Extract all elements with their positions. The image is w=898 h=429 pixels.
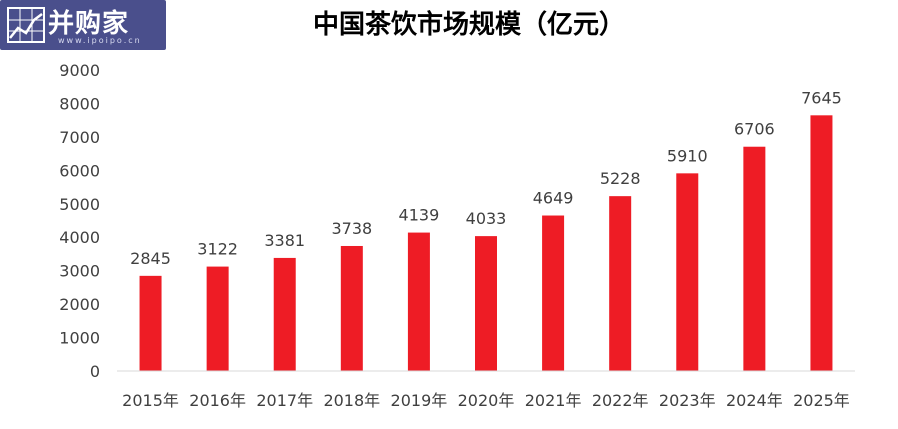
x-tick-label: 2017年 — [256, 391, 313, 410]
bar-2025年 — [810, 115, 833, 371]
x-tick-label: 2024年 — [726, 391, 783, 410]
data-label: 7645 — [801, 88, 842, 107]
data-label: 5228 — [600, 169, 641, 188]
y-tick-label: 1000 — [59, 329, 100, 348]
logo-badge: 并购家 www.ipoipo.cn — [0, 0, 166, 50]
data-label: 3738 — [331, 219, 372, 238]
bar-2020年 — [475, 236, 497, 371]
logo-url: www.ipoipo.cn — [58, 36, 142, 45]
y-tick-label: 2000 — [59, 295, 100, 314]
x-tick-label: 2019年 — [391, 391, 448, 410]
data-label: 4649 — [533, 189, 574, 208]
bars — [139, 115, 833, 371]
data-label: 3122 — [197, 240, 238, 259]
bar-2021年 — [542, 215, 565, 371]
y-tick-label: 4000 — [59, 228, 100, 247]
chart-logo-icon — [7, 7, 45, 43]
x-tick-label: 2025年 — [793, 391, 850, 410]
y-tick-label: 8000 — [59, 94, 100, 113]
bar-2022年 — [609, 196, 632, 371]
y-axis-ticks: 0 1000 2000 3000 4000 5000 6000 7000 8000 9000 — [59, 61, 100, 381]
data-label: 2845 — [130, 249, 171, 268]
x-tick-label: 2020年 — [458, 391, 515, 410]
x-tick-label: 2023年 — [659, 391, 716, 410]
x-tick-label: 2022年 — [592, 391, 649, 410]
bar-2018年 — [340, 245, 363, 371]
y-tick-label: 0 — [90, 362, 100, 381]
bar-2015年 — [139, 275, 162, 371]
data-label: 3381 — [264, 231, 305, 250]
x-tick-label: 2018年 — [323, 391, 380, 410]
bar-2023年 — [676, 173, 699, 371]
y-tick-label: 3000 — [59, 262, 100, 281]
x-tick-label: 2016年 — [189, 391, 246, 410]
x-axis-ticks: 2015年 2016年 2017年 2018年 2019年 2020年 2021年 2022年… — [122, 391, 850, 410]
y-tick-label: 7000 — [59, 128, 100, 147]
data-label: 4033 — [466, 209, 507, 228]
data-labels: 2845 3122 3381 3738 4139 4033 4649 5228 5910 6706… — [130, 88, 842, 268]
bar-2019年 — [407, 232, 430, 371]
data-label: 5910 — [667, 146, 708, 165]
bar-2017年 — [273, 257, 296, 371]
y-tick-label: 9000 — [59, 61, 100, 80]
x-tick-label: 2015年 — [122, 391, 179, 410]
logo-name: 并购家 — [48, 9, 130, 39]
chart-title: 中国茶饮市场规模（亿元） — [312, 10, 625, 40]
bar-2016年 — [206, 266, 229, 371]
data-label: 6706 — [734, 120, 775, 139]
y-tick-label: 5000 — [59, 195, 100, 214]
y-tick-label: 6000 — [59, 161, 100, 180]
bar-2024年 — [743, 146, 766, 371]
x-tick-label: 2021年 — [525, 391, 582, 410]
data-label: 4139 — [399, 206, 440, 225]
